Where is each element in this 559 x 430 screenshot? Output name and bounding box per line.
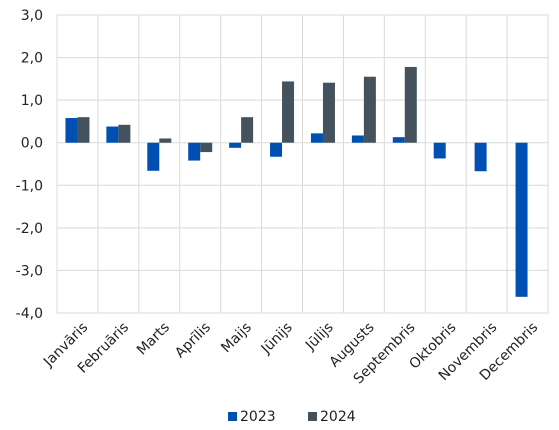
bar-2023-Maijs [229,142,242,148]
y-tick-label: -1,0 [16,178,43,194]
x-tick-label: Jūlijs [302,319,337,354]
legend-swatch-2023 [228,412,237,421]
y-tick-label: 0,0 [21,136,43,152]
bar-2024-Marts [159,138,172,143]
x-tick-label: Marts [134,319,173,358]
bar-2024-Maijs [241,117,254,143]
bar-2024-Septembris [404,66,417,143]
y-tick-label: 1,0 [21,93,43,109]
y-tick-label: -2,0 [16,221,43,237]
x-tick-label: Maijs [218,319,255,356]
x-tick-label: Aprīlis [172,319,214,361]
bar-2023-Februāris [106,126,119,143]
legend-label-2024: 2024 [320,409,356,425]
bar-2023-Augusts [351,135,364,143]
bar-2023-Decembris [515,142,528,297]
y-tick-label: -4,0 [16,306,43,322]
legend-swatch-2024 [308,412,317,421]
bar-2024-Augusts [363,76,376,143]
bar-2024-Februāris [118,124,131,143]
bar-2023-Jūlijs [310,133,323,143]
bars [65,66,528,297]
bar-2023-Marts [147,142,160,171]
legend-label-2023: 2023 [240,409,276,425]
y-tick-label: 2,0 [21,51,43,67]
axes: 3,02,01,00,0-1,0-2,0-3,0-4,0JanvārisFebr… [16,8,542,387]
x-tick-label: Jūnijs [258,319,296,357]
bar-2024-Jūlijs [322,82,335,143]
bar-2023-Septembris [392,137,405,143]
bar-2023-Oktobris [433,142,446,159]
bar-2024-Aprīlis [200,142,213,153]
bar-2023-Novembris [474,142,487,172]
legend: 2023 2024 [228,409,356,425]
y-tick-label: -3,0 [16,263,43,279]
bar-2023-Jūnijs [270,142,283,157]
grid-lines [56,14,549,314]
bar-2024-Jūnijs [282,81,295,143]
bar-2024-Janvāris [77,117,90,143]
bar-2023-Aprīlis [188,142,201,161]
y-tick-label: 3,0 [21,8,43,24]
bar-2023-Janvāris [65,118,78,143]
